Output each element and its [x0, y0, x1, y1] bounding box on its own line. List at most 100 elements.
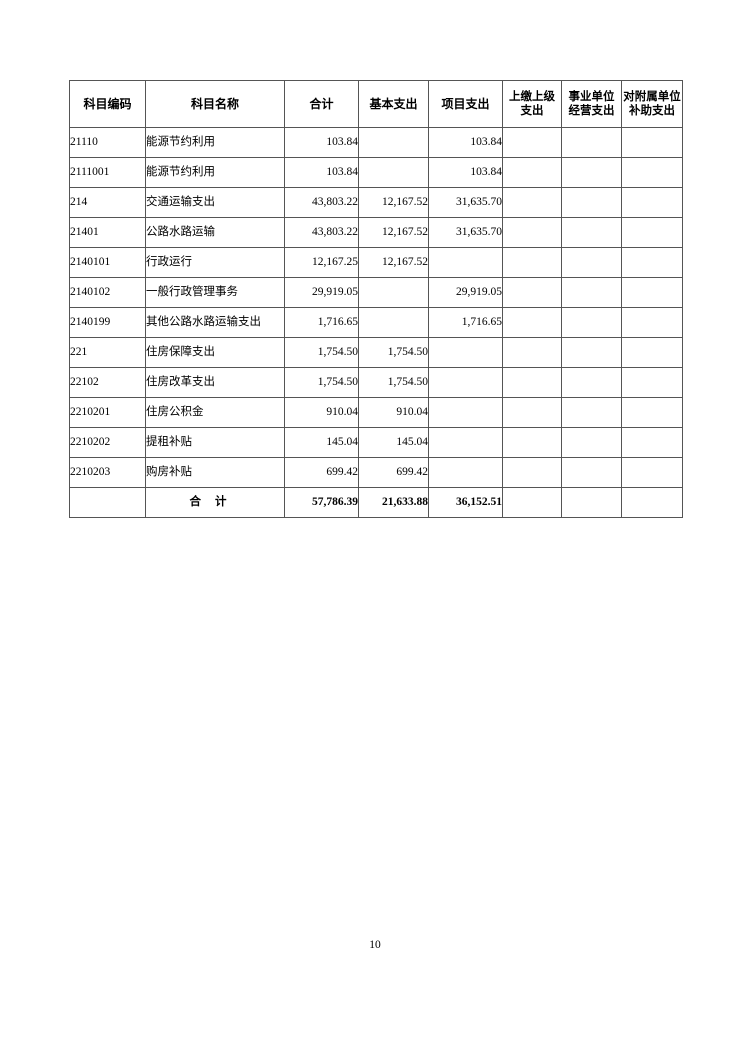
cell-basic: 12,167.52: [358, 247, 429, 278]
cell-operating: [561, 217, 622, 248]
cell-code: [69, 487, 146, 518]
cell-project: [428, 247, 503, 278]
cell-operating: [561, 127, 622, 158]
header-row: 科目编码 科目名称 合计 基本支出 项目支出 上缴上级支出 事业单位经营支出 对…: [69, 80, 683, 128]
table-row: 221 住房保障支出 1,754.50 1,754.50: [69, 337, 683, 368]
cell-basic: 12,167.52: [358, 187, 429, 218]
cell-operating: [561, 277, 622, 308]
cell-name: 一般行政管理事务: [145, 277, 285, 308]
cell-upper: [502, 457, 562, 488]
cell-total: 1,716.65: [284, 307, 359, 338]
page-number: 10: [369, 939, 381, 951]
cell-subsidy: [621, 217, 683, 248]
cell-code: 21110: [69, 127, 146, 158]
cell-code: 2111001: [69, 157, 146, 188]
cell-total: 1,754.50: [284, 337, 359, 368]
cell-total: 910.04: [284, 397, 359, 428]
cell-total: 43,803.22: [284, 187, 359, 218]
table-row: 2140101 行政运行 12,167.25 12,167.52: [69, 247, 683, 278]
cell-subsidy: [621, 427, 683, 458]
cell-subsidy: [621, 367, 683, 398]
cell-code: 2210201: [69, 397, 146, 428]
cell-name: 住房改革支出: [145, 367, 285, 398]
expenditure-table: 科目编码 科目名称 合计 基本支出 项目支出 上缴上级支出 事业单位经营支出 对…: [69, 80, 683, 518]
cell-basic: 145.04: [358, 427, 429, 458]
cell-total: 103.84: [284, 127, 359, 158]
cell-name: 住房公积金: [145, 397, 285, 428]
cell-total: 699.42: [284, 457, 359, 488]
cell-project: [428, 457, 503, 488]
cell-operating: [561, 487, 622, 518]
cell-name: 交通运输支出: [145, 187, 285, 218]
column-header-total: 合计: [284, 80, 359, 128]
cell-total: 43,803.22: [284, 217, 359, 248]
cell-code: 2140199: [69, 307, 146, 338]
cell-operating: [561, 457, 622, 488]
table-row: 2140199 其他公路水路运输支出 1,716.65 1,716.65: [69, 307, 683, 338]
cell-project: 103.84: [428, 157, 503, 188]
cell-project: 31,635.70: [428, 187, 503, 218]
column-header-operating: 事业单位经营支出: [561, 80, 622, 128]
cell-code: 2140102: [69, 277, 146, 308]
cell-subsidy: [621, 157, 683, 188]
table-header: 科目编码 科目名称 合计 基本支出 项目支出 上缴上级支出 事业单位经营支出 对…: [69, 80, 683, 128]
cell-basic: 1,754.50: [358, 367, 429, 398]
cell-upper: [502, 367, 562, 398]
cell-project: 31,635.70: [428, 217, 503, 248]
column-header-subsidy: 对附属单位补助支出: [621, 80, 683, 128]
cell-code: 21401: [69, 217, 146, 248]
cell-subsidy: [621, 247, 683, 278]
total-label: 合计: [145, 487, 285, 518]
cell-subsidy: [621, 487, 683, 518]
cell-operating: [561, 187, 622, 218]
table-row: 2140102 一般行政管理事务 29,919.05 29,919.05: [69, 277, 683, 308]
cell-code: 2210203: [69, 457, 146, 488]
cell-upper: [502, 307, 562, 338]
cell-basic: [358, 277, 429, 308]
cell-upper: [502, 397, 562, 428]
table-row: 21401 公路水路运输 43,803.22 12,167.52 31,635.70: [69, 217, 683, 248]
cell-name: 能源节约利用: [145, 157, 285, 188]
cell-upper: [502, 127, 562, 158]
cell-operating: [561, 337, 622, 368]
cell-subsidy: [621, 397, 683, 428]
column-header-name: 科目名称: [145, 80, 285, 128]
cell-operating: [561, 367, 622, 398]
cell-project: [428, 427, 503, 458]
cell-upper: [502, 217, 562, 248]
cell-subsidy: [621, 187, 683, 218]
cell-basic: 12,167.52: [358, 217, 429, 248]
table-total-row: 合计 57,786.39 21,633.88 36,152.51: [69, 487, 683, 518]
cell-total: 57,786.39: [284, 487, 359, 518]
cell-code: 22102: [69, 367, 146, 398]
cell-upper: [502, 277, 562, 308]
table-row: 2210203 购房补贴 699.42 699.42: [69, 457, 683, 488]
cell-upper: [502, 427, 562, 458]
cell-name: 住房保障支出: [145, 337, 285, 368]
table-row: 2111001 能源节约利用 103.84 103.84: [69, 157, 683, 188]
table-row: 22102 住房改革支出 1,754.50 1,754.50: [69, 367, 683, 398]
cell-project: 29,919.05: [428, 277, 503, 308]
cell-subsidy: [621, 457, 683, 488]
cell-name: 公路水路运输: [145, 217, 285, 248]
cell-basic: 699.42: [358, 457, 429, 488]
cell-upper: [502, 157, 562, 188]
cell-project: [428, 337, 503, 368]
cell-total: 145.04: [284, 427, 359, 458]
cell-project: 103.84: [428, 127, 503, 158]
table-row: 214 交通运输支出 43,803.22 12,167.52 31,635.70: [69, 187, 683, 218]
column-header-project: 项目支出: [428, 80, 503, 128]
cell-upper: [502, 337, 562, 368]
column-header-basic: 基本支出: [358, 80, 429, 128]
cell-operating: [561, 307, 622, 338]
cell-project: 1,716.65: [428, 307, 503, 338]
cell-basic: 910.04: [358, 397, 429, 428]
cell-total: 29,919.05: [284, 277, 359, 308]
cell-basic: 1,754.50: [358, 337, 429, 368]
cell-subsidy: [621, 277, 683, 308]
cell-subsidy: [621, 307, 683, 338]
cell-name: 购房补贴: [145, 457, 285, 488]
cell-upper: [502, 487, 562, 518]
cell-project: [428, 367, 503, 398]
table-row: 2210202 提租补贴 145.04 145.04: [69, 427, 683, 458]
